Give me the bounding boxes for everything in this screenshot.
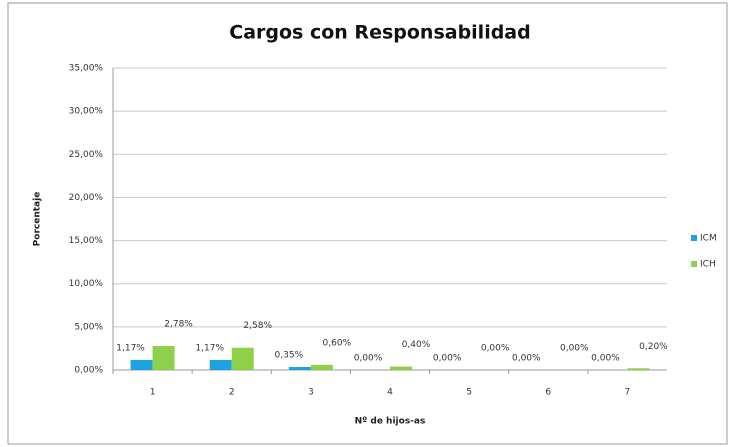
bar — [288, 366, 311, 370]
legend-label: ICM — [700, 234, 717, 244]
value-label: 0,00% — [591, 354, 620, 364]
y-tick-label: 30,00% — [69, 107, 104, 117]
value-label: 0,35% — [275, 350, 304, 360]
value-label: 2,58% — [243, 321, 272, 331]
y-tick-label: 0,00% — [74, 366, 103, 376]
y-tick-label: 15,00% — [69, 236, 104, 246]
x-tick-label: 1 — [150, 388, 156, 398]
value-label: 1,17% — [116, 343, 145, 353]
x-tick-label: 7 — [625, 388, 631, 398]
value-label: 0,40% — [402, 340, 431, 350]
x-tick-label: 5 — [466, 388, 472, 398]
chart-border — [7, 2, 728, 445]
legend-label: ICH — [700, 260, 716, 270]
bar — [390, 366, 412, 370]
y-tick-label: 35,00% — [69, 64, 104, 74]
bar — [130, 359, 153, 370]
y-tick-label: 5,00% — [74, 322, 103, 332]
x-tick-label: 2 — [229, 388, 235, 398]
value-label: 0,00% — [512, 354, 541, 364]
bar — [152, 346, 175, 370]
legend-swatch — [691, 235, 697, 241]
bar — [231, 347, 254, 370]
value-label: 0,00% — [560, 344, 589, 354]
value-label: 0,00% — [354, 354, 383, 364]
x-tick-label: 3 — [308, 388, 314, 398]
value-label: 1,17% — [195, 343, 224, 353]
value-label: 2,78% — [164, 320, 193, 330]
y-tick-label: 20,00% — [69, 193, 104, 203]
chart-title: Cargos con Responsabilidad — [229, 22, 530, 44]
bar — [627, 368, 650, 370]
bar — [209, 359, 232, 370]
y-axis-title: Porcentaje — [33, 192, 43, 247]
bar — [310, 364, 333, 370]
x-tick-label: 6 — [545, 388, 551, 398]
value-label: 0,20% — [639, 342, 668, 352]
y-tick-label: 25,00% — [69, 150, 104, 160]
x-axis-title: Nº de hijos-as — [355, 417, 426, 427]
value-label: 0,00% — [433, 354, 462, 364]
legend-swatch — [691, 261, 697, 267]
value-label: 0,00% — [481, 344, 510, 354]
x-tick-label: 4 — [387, 388, 393, 398]
value-label: 0,60% — [323, 338, 352, 348]
y-tick-label: 10,00% — [69, 279, 104, 289]
